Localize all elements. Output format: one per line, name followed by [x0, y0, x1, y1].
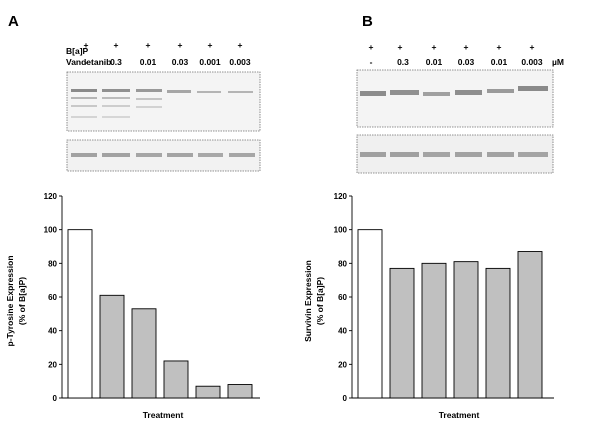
panel-b-bap-value: +: [464, 42, 469, 52]
panel-b-y-tick-label: 80: [338, 259, 347, 268]
panel-a-bar: [99, 294, 125, 399]
panel-b-dose-row: - 0.3 0.01 0.03 0.01 0.003 µM: [370, 57, 564, 67]
panel-b: B + + + + + + - 0.3 0.01 0.03 0.01 0.003…: [303, 13, 564, 420]
panel-b-y-tick-label: 20: [338, 360, 347, 369]
panel-a-y-tick-label: 100: [44, 226, 58, 235]
panel-a-y-tick-label: 0: [53, 394, 58, 403]
panel-a-bap-row: + + + + + +: [84, 40, 243, 50]
panel-b-bap-value: +: [398, 42, 403, 52]
panel-b-blot-survivin: [356, 69, 554, 128]
panel-a-bap-value: +: [178, 40, 183, 50]
panel-b-bap-value: +: [530, 42, 535, 52]
panel-b-y-tick-label: 120: [334, 192, 348, 201]
panel-a-bap-label: B[a]P: [66, 46, 89, 56]
panel-b-x-axis-label: Treatment: [439, 410, 480, 420]
panel-a-y-tick-label: 40: [48, 327, 57, 336]
panel-a-dose-value: 0.01: [140, 57, 157, 67]
panel-a-vandetanib-label: Vandetanib: [66, 57, 111, 67]
panel-b-bap-value: +: [497, 42, 502, 52]
panel-a-x-axis-label: Treatment: [143, 410, 184, 420]
panel-b-bap-value: +: [432, 42, 437, 52]
panel-a-bap-value: +: [238, 40, 243, 50]
panel-a-letter: A: [8, 13, 19, 30]
panel-b-bap-value: +: [369, 42, 374, 52]
panel-b-y-tick-label: 100: [334, 226, 348, 235]
panel-b-dose-value: -: [370, 57, 373, 67]
panel-b-bar: [485, 267, 511, 399]
panel-a-y-tick-label: 60: [48, 293, 57, 302]
panel-b-bar: [453, 261, 479, 399]
panel-a-bar: [67, 229, 93, 399]
panel-a-bar-chart: p-Tyrosine Expression (% of B[a]P) Treat…: [5, 192, 260, 420]
panel-a-bap-value: +: [208, 40, 213, 50]
panel-a-bar: [163, 360, 189, 399]
panel-a-bap-value: +: [84, 40, 89, 50]
panel-b-y-axis-label-line1: Survivin Expression: [303, 260, 313, 342]
panel-b-bar-chart: Survivin Expression (% of B[a]P) Treatme…: [303, 192, 554, 420]
panel-a-dose-value: 0.001: [199, 57, 221, 67]
panel-b-dose-value: 0.003: [521, 57, 543, 67]
panel-a-dose-value: 0.3: [110, 57, 122, 67]
panel-a-blot-loading: [66, 139, 261, 172]
panel-b-dose-value: 0.01: [491, 57, 508, 67]
panel-b-dose-value: 0.03: [458, 57, 475, 67]
panel-a-bar: [227, 384, 253, 399]
panel-a-y-tick-label: 120: [44, 192, 58, 201]
panel-a-bar: [131, 308, 157, 399]
panel-a-bap-value: +: [146, 40, 151, 50]
panel-a-vandetanib-row: - 0.3 0.01 0.03 0.001 0.003: [85, 57, 251, 67]
panel-b-dose-value: 0.01: [426, 57, 443, 67]
panel-a: A B[a]P Vandetanib + + + + + + - 0.3 0.0…: [5, 13, 261, 420]
panel-b-bar: [357, 229, 383, 399]
panel-a-dose-value: -: [85, 57, 88, 67]
panel-b-y-tick-label: 60: [338, 293, 347, 302]
panel-b-bar: [517, 251, 543, 399]
panel-a-y-tick-label: 20: [48, 360, 57, 369]
panel-a-dose-value: 0.03: [172, 57, 189, 67]
panel-b-y-tick-label: 0: [343, 394, 348, 403]
panel-b-blot-loading: [356, 134, 554, 174]
panel-a-blot-ptyr: [66, 71, 261, 132]
panel-a-bap-value: +: [114, 40, 119, 50]
panel-b-y-axis-label-line2: (% of B[a]P): [315, 277, 325, 325]
panel-a-y-tick-label: 80: [48, 259, 57, 268]
panel-a-y-axis-label-line2: (% of B[a]P): [17, 277, 27, 325]
panel-a-y-axis-label-line1: p-Tyrosine Expression: [5, 255, 15, 346]
panel-b-y-tick-label: 40: [338, 327, 347, 336]
panel-a-dose-value: 0.003: [229, 57, 251, 67]
panel-a-bar: [195, 385, 221, 399]
panel-b-bar: [421, 262, 447, 399]
panel-b-unit-label: µM: [552, 57, 564, 67]
panel-b-letter: B: [362, 13, 373, 30]
panel-b-dose-value: 0.3: [397, 57, 409, 67]
panel-b-bar: [389, 267, 415, 399]
panel-b-bap-row: + + + + + +: [369, 42, 535, 52]
